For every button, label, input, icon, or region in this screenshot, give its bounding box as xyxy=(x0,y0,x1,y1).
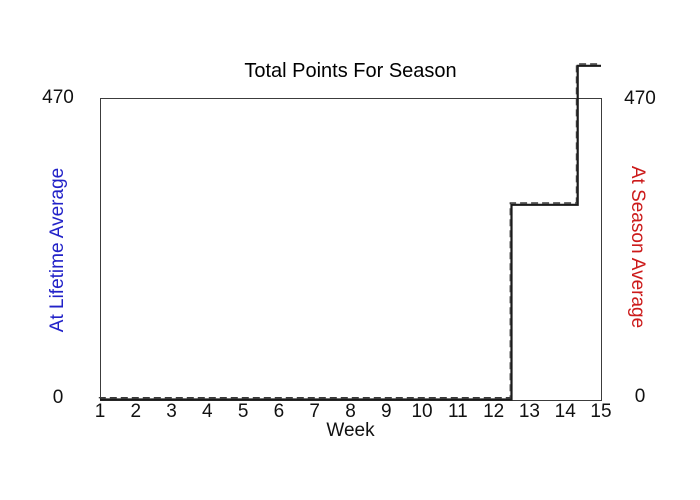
x-tick-label: 3 xyxy=(166,401,177,422)
x-tick-label: 5 xyxy=(237,401,249,422)
left-axis-tick-max: 470 xyxy=(42,87,74,108)
x-tick-label: 11 xyxy=(447,401,468,422)
x-tick-label: 12 xyxy=(483,401,505,422)
x-tick-label: 6 xyxy=(273,401,285,422)
x-axis-title: Week xyxy=(326,420,375,441)
x-tick-label: 10 xyxy=(411,401,433,422)
x-tick-label: 2 xyxy=(130,401,142,422)
right-axis-tick-min: 0 xyxy=(634,386,646,407)
x-tick-label: 7 xyxy=(309,401,320,422)
x-tick-label: 9 xyxy=(380,401,392,422)
chart-title: Total Points For Season xyxy=(244,60,457,82)
right-axis-title: At Season Average xyxy=(627,165,648,329)
x-tick-label: 15 xyxy=(590,401,612,422)
x-tick-label: 13 xyxy=(518,401,540,422)
left-axis-title: At Lifetime Average xyxy=(47,167,68,333)
x-tick-label: 1 xyxy=(94,401,106,422)
x-tick-label: 14 xyxy=(554,401,576,422)
x-tick-label: 4 xyxy=(202,401,213,422)
plot-area-border xyxy=(100,98,602,401)
right-axis-tick-max: 470 xyxy=(624,88,656,109)
x-tick-label: 8 xyxy=(345,401,356,422)
left-axis-tick-min: 0 xyxy=(52,387,64,408)
